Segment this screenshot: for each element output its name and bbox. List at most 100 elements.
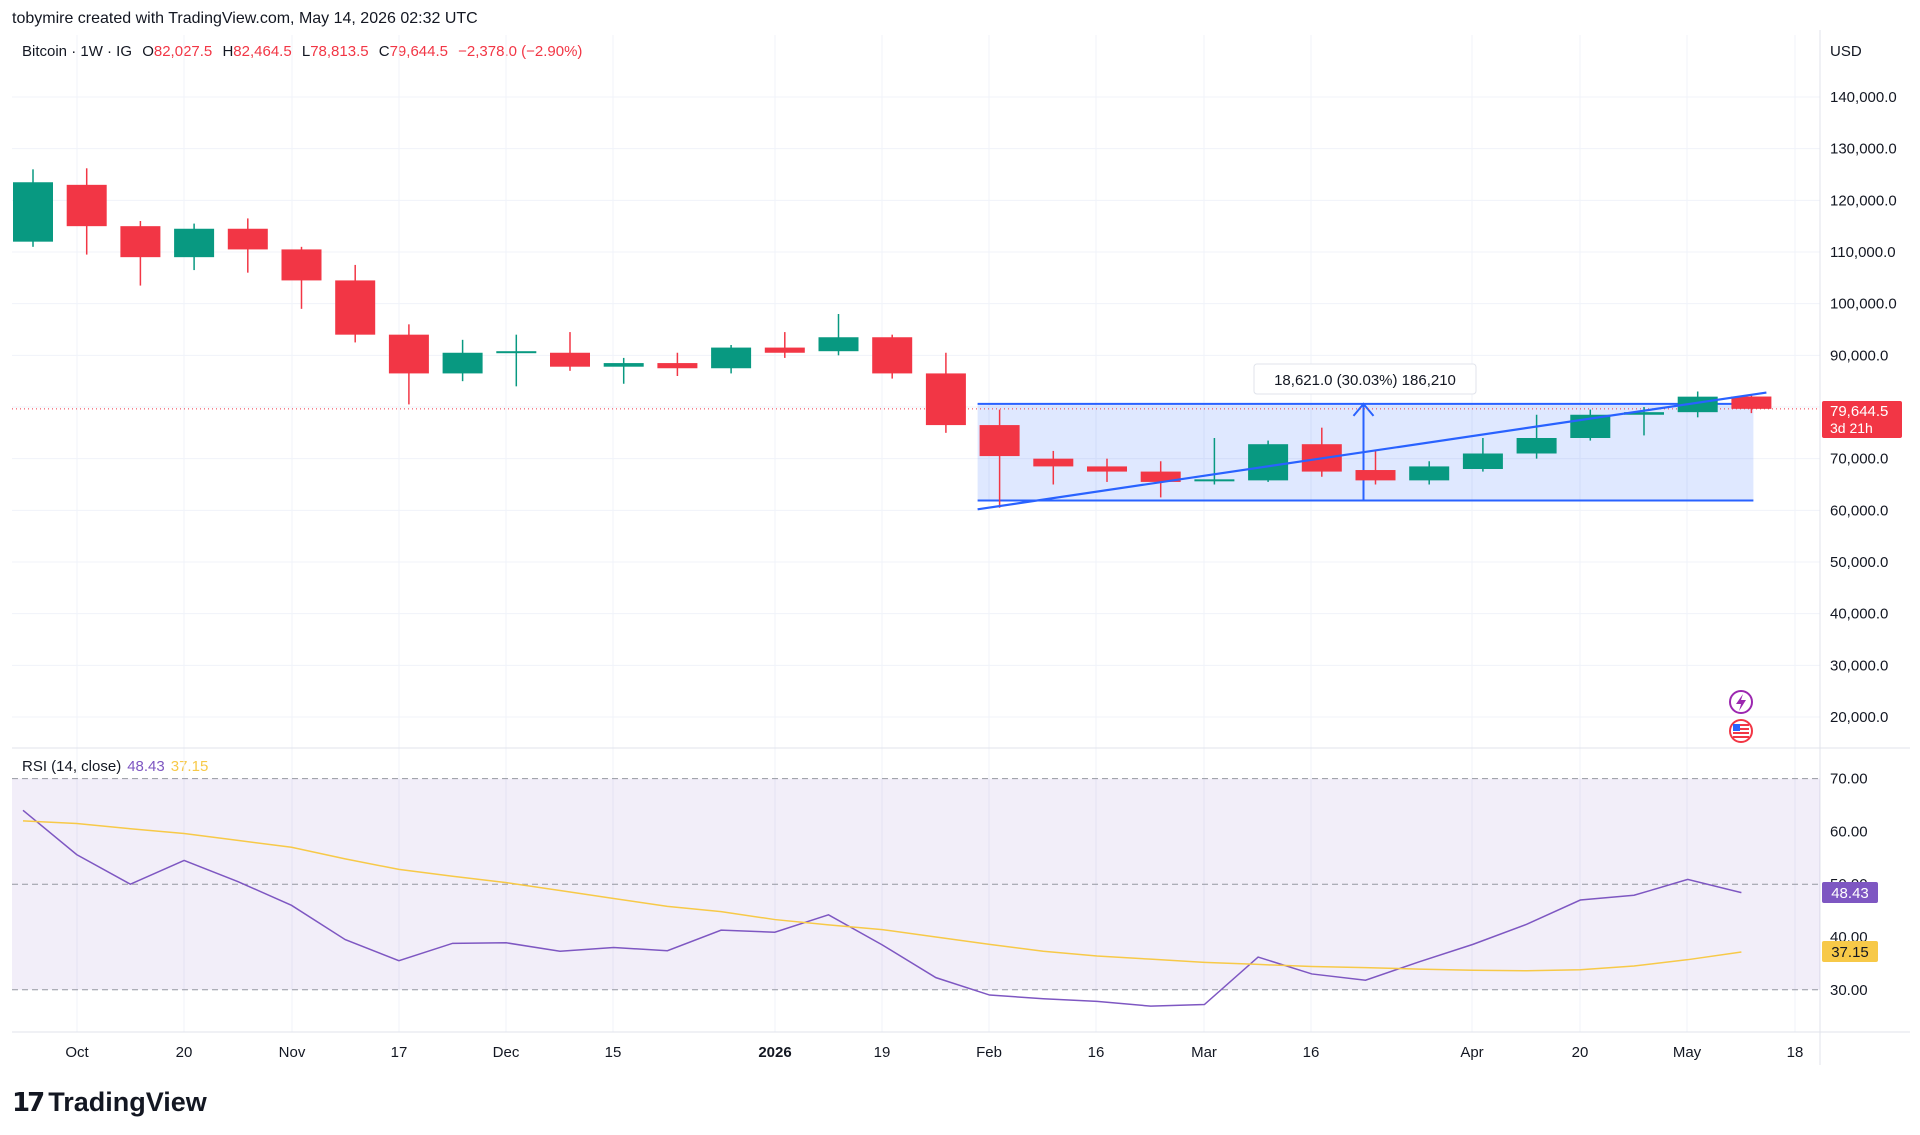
lightning-icon[interactable] — [1729, 690, 1753, 714]
rsi-legend-value: 48.43 — [127, 758, 165, 775]
price-tag-countdown: 3d 21h — [1830, 420, 1873, 436]
time-tick-label: 19 — [874, 1044, 891, 1061]
rsi-tag-value: 48.43 — [1831, 885, 1869, 902]
time-tick-label: 17 — [391, 1044, 408, 1061]
time-tick-label: 16 — [1303, 1044, 1320, 1061]
candle-body-20 — [1087, 466, 1127, 472]
price-tick-label: 120,000.0 — [1830, 192, 1897, 209]
price-tag-box — [1822, 401, 1902, 438]
measure-label-box — [1253, 363, 1477, 395]
candle-body-3 — [174, 228, 215, 258]
tradingview-wordmark: TradingView — [48, 1087, 207, 1117]
symbol-legend: Bitcoin · 1W · IG O82,027.5 H82,464.5 L7… — [22, 43, 582, 60]
close-label: C — [378, 43, 390, 60]
candle-body-25 — [1355, 470, 1396, 481]
rsi-tick-label: 30.00 — [1830, 982, 1868, 999]
candle-body-8 — [442, 352, 483, 374]
trend-line-segment — [977, 391, 1767, 511]
close-value: 79,644.5 — [389, 43, 448, 60]
time-tick-label: May — [1673, 1044, 1702, 1061]
candle-body-14 — [764, 347, 805, 353]
candle-body-5 — [281, 249, 322, 281]
rsi-legend-label[interactable]: RSI (14, close) — [22, 758, 122, 775]
time-tick-label: 20 — [176, 1044, 193, 1061]
price-tick-label: 30,000.0 — [1830, 657, 1888, 674]
rsi-tick-label: 70.00 — [1830, 771, 1868, 788]
price-range-arrow-head — [1352, 402, 1375, 417]
time-axis[interactable]: Oct 20 Nov 17 Dec 15 2026 19 Feb 16 Mar 16 Apr 20 May 1… — [65, 1044, 1803, 1061]
time-tick-label: Apr — [1460, 1044, 1483, 1061]
candle-body-18 — [979, 425, 1020, 457]
rsi-ma-legend-value: 37.15 — [170, 758, 209, 775]
rsi-ma-tag-value: 37.15 — [1831, 944, 1869, 961]
candle-body-23 — [1248, 444, 1289, 481]
price-tick-label: 100,000.0 — [1830, 296, 1897, 313]
rsi-pane[interactable] — [12, 778, 1820, 1007]
candle-body-30 — [1624, 412, 1664, 415]
candle-body-10 — [550, 352, 590, 367]
price-tick-label: 140,000.0 — [1830, 89, 1897, 106]
price-tag: 79,644.5 3d 21h — [1822, 401, 1902, 438]
candle-body-13 — [711, 347, 752, 369]
measure-label-text: 18,621.0 (30.03%) 186,210 — [1274, 372, 1456, 389]
open-label: O — [142, 43, 154, 60]
time-tick-label: Dec — [493, 1044, 520, 1061]
candle-body-15 — [818, 337, 859, 352]
rsi-ma-tag-box — [1822, 941, 1878, 962]
candle-body-7 — [388, 334, 429, 374]
time-tick-label: 2026 — [758, 1044, 791, 1061]
open-value: 82,027.5 — [153, 43, 213, 60]
trend-line[interactable] — [977, 391, 1767, 511]
candles[interactable] — [13, 168, 1772, 508]
price-tick-label: 130,000.0 — [1830, 141, 1897, 158]
candle-body-6 — [335, 280, 376, 335]
rsi-tag-box — [1822, 882, 1878, 903]
time-tick-label: 18 — [1787, 1044, 1804, 1061]
candle-body-16 — [872, 337, 913, 374]
chart-credit: tobymire created with TradingView.com, M… — [12, 10, 478, 27]
rsi-tick-label: 60.00 — [1830, 823, 1868, 840]
rsi-series-1 — [22, 820, 1742, 972]
candle-body-32 — [1731, 396, 1772, 409]
time-tick-label: 20 — [1572, 1044, 1589, 1061]
candle-body-22 — [1194, 479, 1235, 482]
tradingview-logo[interactable]: 17 TradingView — [12, 1087, 207, 1118]
candle-body-19 — [1033, 458, 1074, 467]
measure-label[interactable]: 18,621.0 (30.03%) 186,210 — [1253, 363, 1477, 395]
price-tick-label: 90,000.0 — [1830, 347, 1888, 364]
rsi-series-0 — [22, 809, 1742, 1007]
candle-body-27 — [1462, 453, 1503, 469]
price-tag-value: 79,644.5 — [1830, 403, 1888, 420]
tradingview-mark-icon: 17 — [12, 1087, 45, 1118]
candle-body-1 — [66, 184, 107, 227]
time-tick-label: Feb — [976, 1044, 1002, 1061]
time-tick-label: Oct — [65, 1044, 89, 1061]
price-tick-label: 110,000.0 — [1830, 244, 1896, 261]
price-tick-label: 40,000.0 — [1830, 606, 1888, 623]
candle-body-11 — [603, 363, 644, 367]
time-tick-label: 15 — [605, 1044, 622, 1061]
candle-body-2 — [120, 226, 161, 258]
us-flag-icon[interactable] — [1729, 719, 1753, 743]
price-axis[interactable]: 140,000.0 130,000.0 120,000.0 110,000.0 100,… — [1830, 89, 1897, 999]
rsi-legend: RSI (14, close) 48.43 37.15 — [22, 758, 208, 775]
candle-body-17 — [925, 373, 966, 426]
low-value: 78,813.5 — [310, 43, 369, 60]
price-tick-label: 60,000.0 — [1830, 502, 1888, 519]
candle-body-28 — [1516, 438, 1557, 454]
time-tick-label: 16 — [1088, 1044, 1105, 1061]
event-icons[interactable] — [1729, 690, 1753, 743]
high-value: 82,464.5 — [233, 43, 292, 60]
currency-label[interactable]: USD — [1830, 43, 1862, 60]
candle-body-0 — [13, 182, 53, 242]
change-value: −2,378.0 (−2.90%) — [458, 43, 583, 60]
candle-body-26 — [1409, 466, 1450, 481]
grid-lines — [12, 35, 1820, 1032]
time-tick-label: Nov — [279, 1044, 306, 1061]
rsi-tags: 48.43 37.15 — [1822, 882, 1878, 962]
high-label: H — [222, 43, 234, 60]
candle-body-21 — [1140, 471, 1181, 482]
candle-body-9 — [496, 351, 537, 354]
time-tick-label: Mar — [1191, 1044, 1217, 1061]
